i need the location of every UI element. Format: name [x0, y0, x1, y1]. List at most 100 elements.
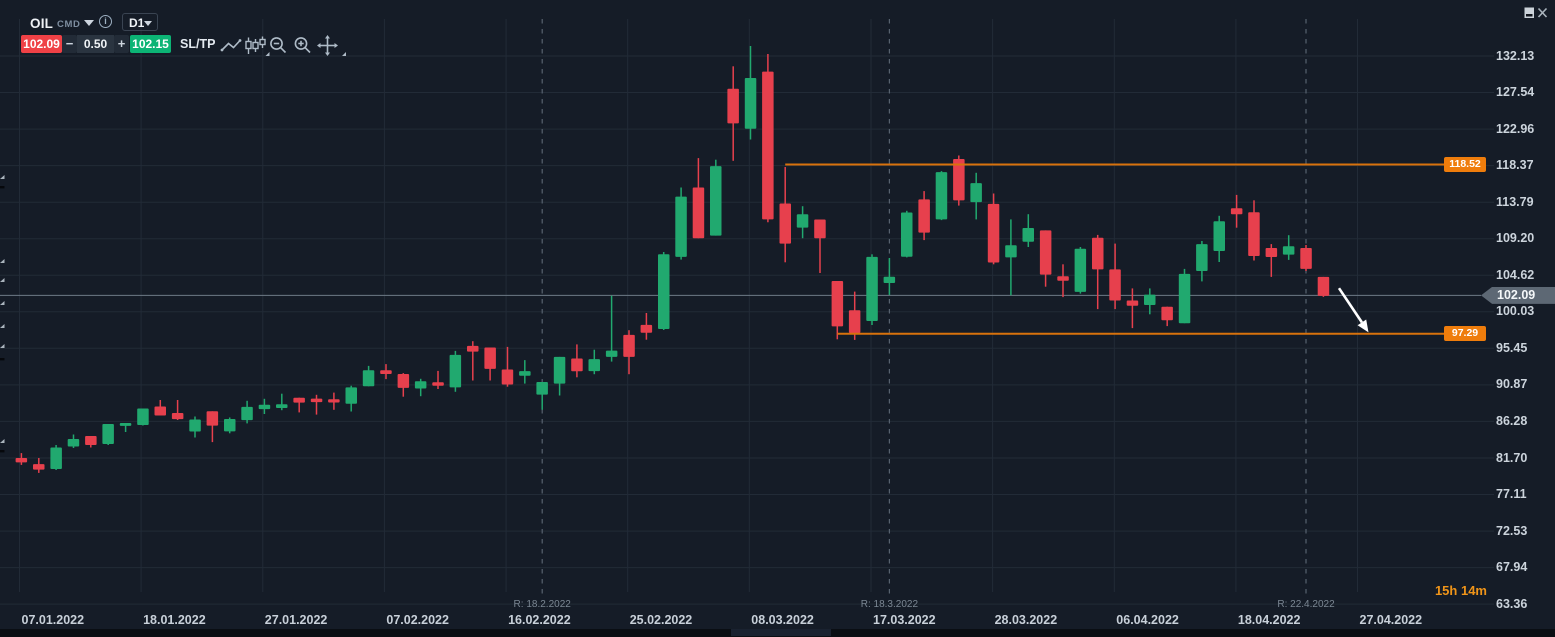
candle: [831, 281, 844, 340]
sltp-button[interactable]: SL/TP: [180, 37, 216, 51]
price-axis-label: 81.70: [1496, 450, 1528, 465]
candle: [328, 392, 340, 410]
candle: [1213, 215, 1225, 262]
candle: [362, 365, 375, 387]
time-axis-label: 17.03.2022: [873, 613, 936, 627]
candle: [467, 341, 479, 381]
candle: [241, 400, 253, 424]
candle: [519, 360, 531, 384]
candle: [796, 206, 809, 239]
candle: [1022, 214, 1034, 247]
price-axis-label: 132.13: [1496, 48, 1535, 63]
candle: [1109, 243, 1121, 310]
candle: [1248, 200, 1260, 261]
candle: [640, 313, 653, 340]
candle: [1196, 241, 1208, 282]
candle: [814, 219, 826, 273]
candle: [310, 394, 323, 415]
zoom-out-icon[interactable]: [270, 37, 287, 54]
candle: [762, 54, 774, 223]
symbol-dropdown-icon[interactable]: [84, 20, 94, 26]
candle: [987, 193, 1000, 265]
candle: [449, 350, 462, 392]
chart-tools: [220, 35, 346, 57]
line-chart-icon[interactable]: [220, 39, 242, 52]
candle: [85, 436, 97, 448]
candle: [1178, 268, 1191, 324]
candle: [119, 423, 132, 432]
candle: [658, 252, 670, 330]
bottom-scrollbar[interactable]: [0, 629, 1555, 637]
left-scale-marker: [0, 278, 5, 282]
countdown-hours: 15h: [1434, 583, 1458, 598]
time-axis-label: 06.04.2022: [1116, 613, 1179, 627]
window-panel-icon[interactable]: [1524, 7, 1535, 19]
candle: [1126, 288, 1139, 329]
candle: [171, 400, 184, 420]
window-controls: [1524, 7, 1548, 19]
price-axis-label: 72.53: [1496, 523, 1528, 538]
scrollbar-thumb[interactable]: [731, 629, 831, 636]
time-axis-label: 16.02.2022: [508, 613, 571, 627]
candle: [1074, 247, 1087, 294]
volume-increase-button[interactable]: +: [114, 35, 129, 53]
candle: [1317, 276, 1330, 297]
buy-price-button[interactable]: 102.15: [130, 35, 171, 53]
pan-icon[interactable]: [317, 35, 346, 56]
candle: [1057, 264, 1069, 298]
price-axis-label: 90.87: [1496, 377, 1528, 392]
time-axis-label: 18.04.2022: [1237, 613, 1301, 627]
time-axis-label: 07.02.2022: [386, 613, 449, 627]
candle: [397, 373, 410, 397]
candle: [571, 344, 583, 378]
candle: [779, 167, 791, 263]
candle: [206, 411, 219, 443]
candle: [1039, 230, 1052, 287]
drawing-arrow[interactable]: [1337, 287, 1369, 333]
candle: [484, 347, 496, 381]
price-axis-label: 122.96: [1496, 121, 1535, 136]
left-scale-dash: [0, 358, 5, 361]
candle: [953, 155, 965, 206]
candle: [553, 356, 566, 396]
candle: [727, 66, 739, 161]
left-scale-dash: [0, 450, 5, 453]
chevron-down-icon: [144, 21, 152, 26]
left-scale-marker: [0, 324, 5, 328]
symbol-name: OIL: [30, 15, 54, 31]
candle: [970, 172, 982, 220]
left-scale-marker: [0, 439, 5, 443]
candle: [918, 191, 930, 241]
candlestick-icon[interactable]: [245, 36, 270, 57]
instrument-type-badge: CMD: [57, 19, 81, 30]
time-axis-label: 27.04.2022: [1359, 613, 1423, 627]
price-axis-label: 95.45: [1496, 340, 1528, 355]
candle: [1265, 244, 1278, 277]
zoom-in-icon[interactable]: [294, 37, 311, 54]
sell-price-button[interactable]: 102.09: [21, 35, 62, 53]
candle: [935, 171, 948, 221]
time-axis-label: 18.01.2022: [143, 613, 206, 627]
candle: [536, 382, 548, 410]
close-icon[interactable]: [1537, 7, 1548, 18]
candle: [866, 254, 878, 325]
candle: [189, 416, 201, 438]
price-level-badge: 118.52: [1444, 157, 1486, 172]
candle: [345, 385, 357, 412]
rollover-label: R: 18.2.2022: [513, 599, 571, 610]
price-level-badge: 97.29: [1444, 326, 1486, 342]
candle: [501, 346, 514, 387]
candle: [901, 210, 913, 258]
volume-decrease-button[interactable]: −: [62, 35, 77, 53]
left-scale-marker: [0, 301, 5, 305]
candle: [623, 330, 635, 375]
volume-input[interactable]: 0.50: [77, 35, 114, 53]
info-icon[interactable]: i: [99, 15, 112, 28]
candle: [380, 364, 392, 380]
price-axis-label: 77.11: [1496, 487, 1527, 501]
price-axis-label: 113.79: [1496, 194, 1534, 209]
candle: [883, 258, 896, 295]
timeframe-dropdown[interactable]: D1: [122, 13, 158, 31]
